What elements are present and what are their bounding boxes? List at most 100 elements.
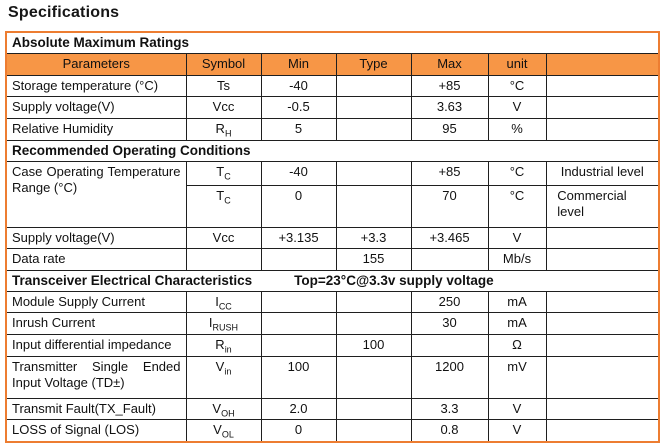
max-cell: 30	[410, 312, 489, 335]
symbol-cell: Ts	[185, 74, 262, 98]
table-row: Transmitter Single Ended Input Voltage (…	[5, 355, 660, 399]
min-cell: 0	[260, 419, 337, 443]
unit-cell: Ω	[487, 334, 547, 357]
note-cell: Industrial level	[545, 160, 660, 186]
note-cell	[545, 312, 660, 335]
min-cell: 0	[260, 184, 337, 228]
unit-cell: °C	[487, 160, 547, 186]
type-cell: +3.3	[335, 226, 412, 250]
table-row: Case Operating Temperature Range (°C) TC…	[5, 160, 660, 228]
param-cell: Transmitter Single Ended Input Voltage (…	[5, 355, 187, 399]
section-row-transceiver-electrical-characteristics: Transceiver Electrical Characteristics To…	[5, 269, 660, 292]
type-cell	[335, 74, 412, 98]
type-cell: 155	[335, 248, 412, 271]
param-cell: Relative Humidity	[5, 117, 187, 141]
specifications-table: Absolute Maximum Ratings Parameters Symb…	[5, 31, 661, 443]
type-cell: 100	[335, 334, 412, 357]
note-cell	[545, 355, 660, 399]
type-cell	[335, 419, 412, 443]
max-cell: +85	[410, 160, 489, 186]
type-cell	[335, 312, 412, 335]
param-cell: Module Supply Current	[5, 290, 187, 314]
type-cell	[335, 397, 412, 421]
column-header-notes	[545, 53, 660, 76]
min-cell	[260, 334, 337, 357]
page-title: Specifications	[8, 4, 120, 21]
symbol-cell: Vcc	[185, 226, 262, 250]
min-cell: 2.0	[260, 397, 337, 421]
note-cell	[545, 74, 660, 98]
type-cell	[335, 184, 412, 228]
type-cell	[335, 290, 412, 314]
symbol-cell: Vin	[185, 355, 262, 399]
note-cell	[545, 248, 660, 271]
symbol-cell: RH	[185, 117, 262, 141]
type-cell	[335, 96, 412, 119]
symbol-cell: IRUSH	[185, 312, 262, 335]
max-cell: 95	[410, 117, 489, 141]
min-cell	[260, 248, 337, 271]
max-cell: 70	[410, 184, 489, 228]
symbol-cell: Rin	[185, 334, 262, 357]
column-header-symbol: Symbol	[185, 53, 262, 76]
unit-cell: V	[487, 419, 547, 443]
min-cell	[260, 312, 337, 335]
section-row-recommended-operating-conditions: Recommended Operating Conditions	[5, 139, 660, 162]
column-header-row: Parameters Symbol Min Type Max unit	[5, 53, 660, 76]
symbol-cell: VOH	[185, 397, 262, 421]
unit-cell: V	[487, 96, 547, 119]
unit-cell: Mb/s	[487, 248, 547, 271]
param-cell: Case Operating Temperature Range (°C)	[5, 160, 187, 228]
note-cell	[545, 290, 660, 314]
symbol-cell: Vcc	[185, 96, 262, 119]
section-title: Recommended Operating Conditions	[5, 139, 660, 162]
column-header-parameters: Parameters	[5, 53, 187, 76]
param-cell: Input differential impedance	[5, 334, 187, 357]
note-cell	[545, 117, 660, 141]
param-cell: LOSS of Signal (LOS)	[5, 419, 187, 443]
column-header-min: Min	[260, 53, 337, 76]
min-cell: 5	[260, 117, 337, 141]
column-header-unit: unit	[487, 53, 547, 76]
unit-cell: %	[487, 117, 547, 141]
max-cell: 250	[410, 290, 489, 314]
symbol-cell	[185, 248, 262, 271]
type-cell	[335, 355, 412, 399]
max-cell	[410, 248, 489, 271]
table-row: LOSS of Signal (LOS) VOL 0 0.8 V	[5, 419, 660, 443]
unit-cell: mA	[487, 290, 547, 314]
table-row: Module Supply Current ICC 250 mA	[5, 290, 660, 314]
max-cell: 3.3	[410, 397, 489, 421]
unit-cell: mA	[487, 312, 547, 335]
section-condition: Top=23°C@3.3v supply voltage	[294, 272, 494, 288]
param-cell: Transmit Fault(TX_Fault)	[5, 397, 187, 421]
param-cell: Supply voltage(V)	[5, 226, 187, 250]
min-cell: -40	[260, 74, 337, 98]
note-cell	[545, 419, 660, 443]
table-row: Data rate 155 Mb/s	[5, 248, 660, 271]
note-cell	[545, 397, 660, 421]
min-cell	[260, 290, 337, 314]
type-cell	[335, 160, 412, 186]
min-cell: +3.135	[260, 226, 337, 250]
note-cell: Commercial level	[545, 184, 660, 228]
type-cell	[335, 117, 412, 141]
unit-cell: °C	[487, 184, 547, 228]
section-row-absolute-maximum-ratings: Absolute Maximum Ratings	[5, 31, 660, 54]
param-cell: Supply voltage(V)	[5, 96, 187, 119]
column-header-max: Max	[410, 53, 489, 76]
table-row: TC 0 70 °C Commercial level	[6, 184, 660, 228]
unit-cell: V	[487, 226, 547, 250]
symbol-cell: VOL	[185, 419, 262, 443]
table-row: Storage temperature (°C) Ts -40 +85 °C	[5, 74, 660, 98]
unit-cell: V	[487, 397, 547, 421]
table-row: Input differential impedance Rin 100 Ω	[5, 334, 660, 357]
symbol-cell: ICC	[185, 290, 262, 314]
max-cell: 3.63	[410, 96, 489, 119]
max-cell: 1200	[410, 355, 489, 399]
section-title: Absolute Maximum Ratings	[5, 31, 660, 54]
param-cell: Data rate	[5, 248, 187, 271]
symbol-cell: TC	[185, 184, 262, 228]
table-row: Relative Humidity RH 5 95 %	[5, 117, 660, 141]
table-row: Supply voltage(V) Vcc -0.5 3.63 V	[5, 96, 660, 119]
